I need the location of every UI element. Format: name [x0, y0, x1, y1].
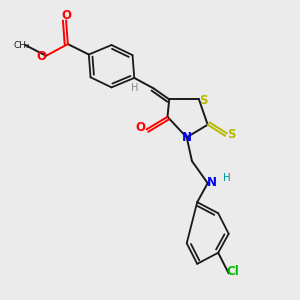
Text: N: N: [207, 176, 217, 189]
Text: N: N: [182, 131, 192, 144]
Text: O: O: [36, 50, 46, 63]
Text: O: O: [135, 122, 145, 134]
Text: S: S: [227, 128, 236, 141]
Text: CH₃: CH₃: [14, 40, 30, 50]
Text: Cl: Cl: [226, 265, 239, 278]
Text: S: S: [199, 94, 208, 107]
Text: H: H: [223, 173, 231, 183]
Text: O: O: [61, 9, 71, 22]
Text: H: H: [130, 83, 138, 93]
